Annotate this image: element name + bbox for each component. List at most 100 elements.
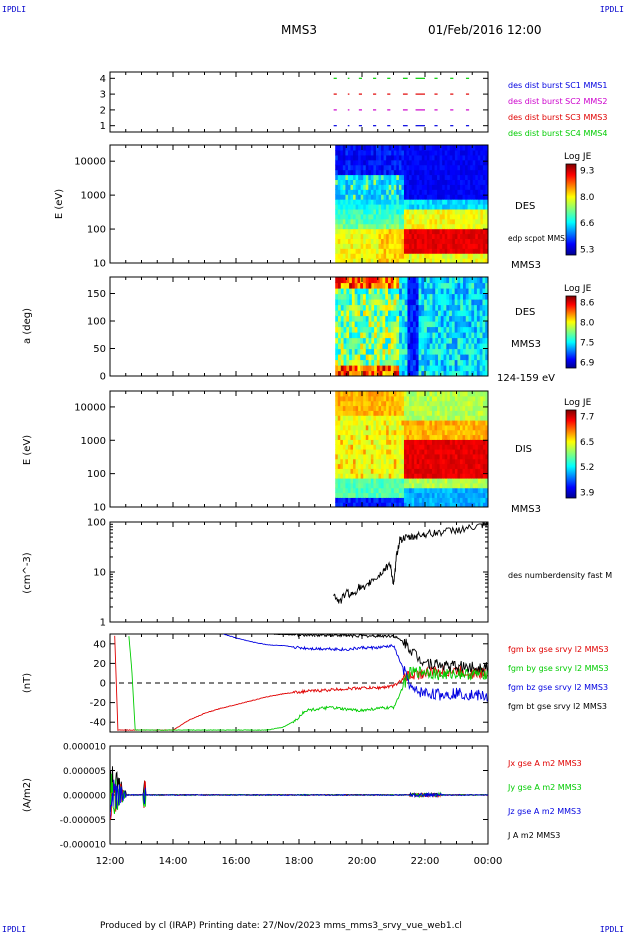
spectrogram-cell [442, 238, 446, 244]
spectrogram-cell [346, 343, 350, 350]
spectrogram-cell [431, 174, 436, 181]
spectrogram-cell [485, 238, 488, 244]
spectrogram-cell [342, 184, 347, 190]
spectrogram-cell [337, 238, 341, 244]
spectrogram-cell [347, 429, 352, 436]
spectrogram-cell [345, 145, 349, 151]
spectrogram-cell [468, 321, 472, 328]
spectrogram-cell [358, 453, 362, 460]
spectrogram-cell [462, 189, 466, 195]
spectrogram-cell [347, 194, 352, 200]
spectrogram-cell [414, 458, 418, 465]
spectrogram-cell [355, 179, 359, 185]
spectrogram-cell [351, 282, 356, 289]
spectrogram-cell [340, 248, 344, 254]
spectrogram-cell [470, 184, 474, 190]
spectrogram-cell [393, 370, 397, 376]
spectrogram-cell [444, 208, 448, 215]
spectrogram-cell [419, 238, 423, 244]
spectrogram-cell [459, 223, 464, 230]
spectrogram-cell [342, 487, 347, 494]
spectrogram-cell [373, 174, 377, 181]
spectrogram-cell [447, 415, 451, 421]
spectrogram-cell [426, 233, 431, 240]
spectrogram-cell [398, 463, 403, 469]
spectrogram-cell [485, 453, 488, 460]
spectrogram-cell [409, 248, 413, 254]
spectrogram-cell [457, 391, 461, 397]
spectrogram-cell [375, 458, 380, 465]
spectrogram-cell [440, 337, 445, 344]
spectrogram-cell [447, 189, 451, 195]
spectrogram-cell [375, 248, 380, 254]
spectrogram-cell [393, 223, 397, 230]
spectrogram-cell [426, 429, 431, 436]
spectrogram-cell [401, 277, 406, 284]
spectrogram-cell [424, 497, 428, 503]
spectrogram-cell [388, 194, 392, 200]
spectrogram-cell [349, 304, 353, 311]
spectrogram-cell [368, 293, 372, 300]
spectrogram-cell [345, 204, 349, 210]
spectrogram-cell [446, 370, 450, 376]
spectrogram-cell [363, 420, 367, 426]
spectrogram-cell [353, 405, 357, 411]
spectrogram-cell [401, 463, 405, 469]
spectrogram-cell [403, 478, 408, 484]
spectrogram-cell [391, 204, 395, 210]
spectrogram-cell [335, 169, 339, 176]
spectrogram-cell [368, 223, 372, 230]
spectrogram-cell [383, 444, 387, 450]
spectrogram-cell [437, 420, 441, 426]
spectrogram-cell [424, 258, 428, 263]
spectrogram-cell [424, 332, 428, 339]
spectrogram-cell [421, 299, 425, 306]
spectrogram-cell [370, 208, 375, 215]
spectrogram-cell [429, 321, 434, 328]
spectrogram-cell [373, 164, 377, 171]
spectrogram-cell [393, 228, 397, 235]
spectrogram-cell [472, 149, 476, 156]
spectrogram-cell [386, 189, 390, 195]
spectrogram-cell [358, 179, 362, 185]
spectrogram-cell [388, 248, 392, 254]
spectrogram-cell [368, 248, 372, 254]
spectrogram-cell [406, 184, 410, 190]
spectrogram-cell [452, 453, 456, 460]
spectrogram-cell [370, 179, 375, 185]
spectrogram-cell [457, 169, 461, 176]
spectrogram-cell [421, 228, 425, 235]
spectrogram-cell [439, 453, 443, 460]
spectrogram-cell [340, 293, 345, 300]
spectrogram-cell [393, 463, 397, 469]
spectrogram-cell [462, 400, 466, 407]
spectrogram-cell [475, 258, 479, 263]
spectrogram-cell [393, 248, 397, 254]
spectrogram-cell [452, 502, 456, 507]
spectrogram-cell [429, 449, 433, 455]
spectrogram-cell [401, 164, 405, 171]
spectrogram-cell [419, 449, 423, 455]
spectrogram-cell [432, 277, 436, 284]
spectrogram-cell [378, 478, 382, 484]
spectrogram-cell [470, 189, 474, 195]
spectrogram-cell [457, 478, 461, 484]
spectrogram-cell [388, 159, 392, 166]
spectrogram-cell [403, 213, 408, 220]
spectrogram-cell [416, 174, 420, 181]
spectrogram-cell [388, 169, 392, 176]
spectrogram-cell [447, 218, 451, 225]
spectrogram-cell [383, 204, 387, 210]
spectrogram-cell [363, 228, 367, 235]
spectrogram-cell [407, 321, 411, 328]
spectrogram-cell [465, 391, 469, 397]
spectrogram-cell [386, 502, 390, 507]
spectrogram-cell [350, 184, 354, 190]
spectrogram-cell [437, 204, 441, 210]
spectrogram-cell [454, 238, 459, 244]
spectrogram-cell [482, 258, 487, 263]
spectrogram-cell [386, 400, 390, 407]
spectrogram-cell [383, 492, 387, 498]
spectrogram-cell [386, 492, 390, 498]
spectrogram-cell [459, 199, 464, 205]
